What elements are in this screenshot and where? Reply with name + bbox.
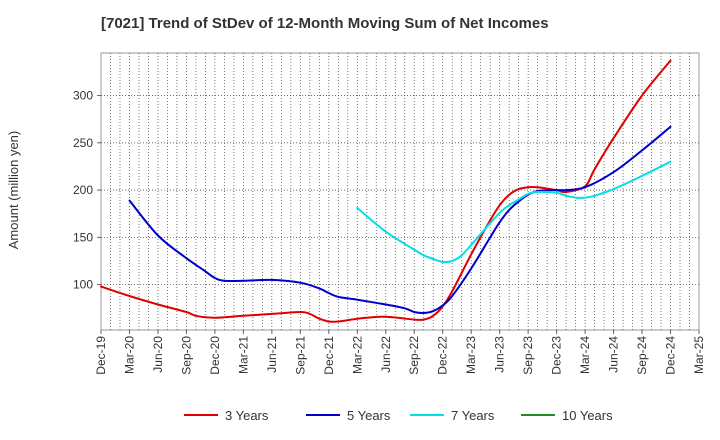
- x-tick-label: Jun-20: [151, 336, 165, 373]
- x-tick-label: Sep-22: [407, 336, 421, 375]
- x-tick-label: Mar-23: [464, 336, 478, 374]
- x-tick-label: Dec-23: [550, 336, 564, 375]
- x-tick-label: Mar-20: [122, 336, 136, 374]
- x-tick-label: Jun-22: [379, 336, 393, 373]
- legend-label-1: 3 Years: [225, 408, 269, 423]
- y-tick-label: 150: [73, 230, 93, 244]
- x-tick-label: Mar-25: [692, 336, 706, 374]
- x-tick-label: Jun-21: [265, 336, 279, 373]
- legend-label-2: 5 Years: [347, 408, 391, 423]
- y-tick-label: 300: [73, 89, 93, 103]
- chart-title: [7021] Trend of StDev of 12-Month Moving…: [101, 15, 549, 32]
- legend-label-4: 10 Years: [562, 408, 613, 423]
- y-tick-label: 250: [73, 136, 93, 150]
- x-tick-label: Dec-22: [436, 336, 450, 375]
- y-tick-label: 100: [73, 278, 93, 292]
- x-tick-label: Dec-20: [208, 336, 222, 375]
- x-tick-label: Mar-21: [236, 336, 250, 374]
- x-tick-label: Mar-22: [350, 336, 364, 374]
- x-tick-label: Dec-21: [322, 336, 336, 375]
- plot-area: [100, 52, 700, 331]
- x-tick-label: Sep-23: [521, 336, 535, 375]
- x-tick-label: Sep-20: [179, 336, 193, 375]
- series-line-3: [356, 160, 672, 264]
- x-tick-label: Sep-24: [635, 336, 649, 375]
- series-line-2: [128, 125, 672, 315]
- x-tick-label: Jun-23: [493, 336, 507, 373]
- x-tick-label: Jun-24: [607, 336, 621, 373]
- x-tick-label: Dec-24: [664, 336, 678, 375]
- x-tick-label: Sep-21: [293, 336, 307, 375]
- y-tick-label: 200: [73, 183, 93, 197]
- x-tick-label: Mar-24: [578, 336, 592, 374]
- x-tick-label: Dec-19: [94, 336, 108, 375]
- legend-label-3: 7 Years: [451, 408, 495, 423]
